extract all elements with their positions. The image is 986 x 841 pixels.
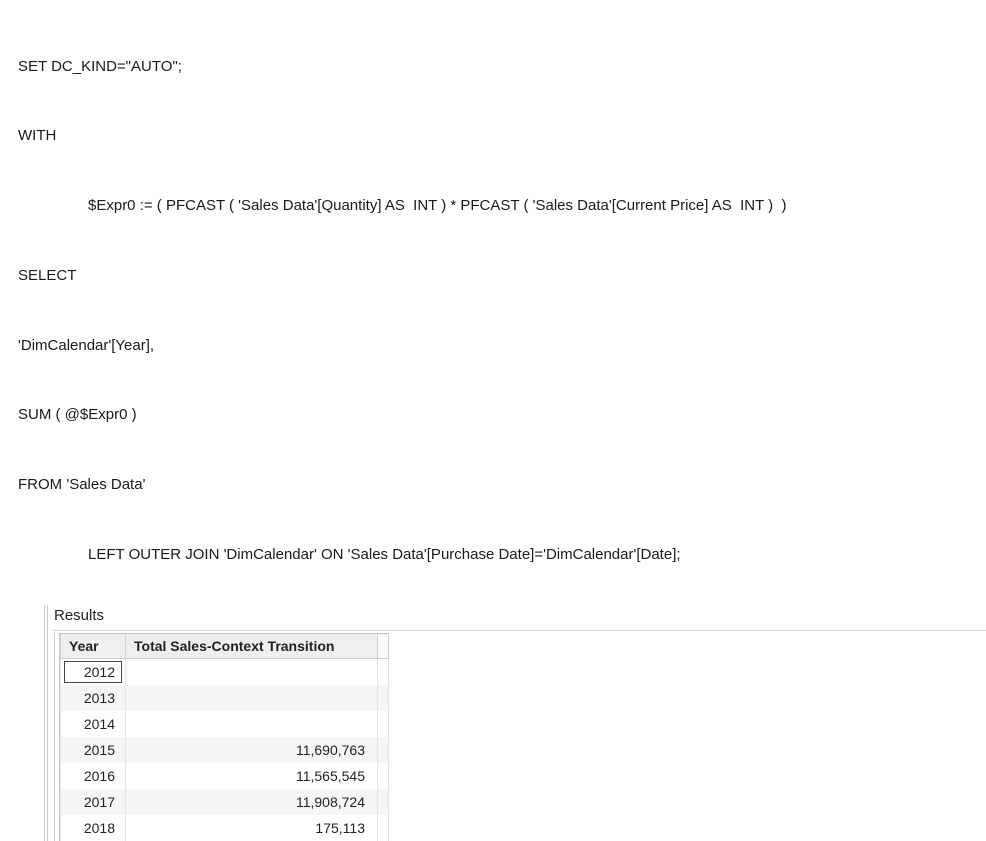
- code-line: WITH: [18, 124, 976, 147]
- cell-value[interactable]: 11,565,545: [126, 763, 378, 789]
- table-row[interactable]: 2014: [61, 711, 389, 737]
- code-line: SELECT: [18, 264, 976, 287]
- cell-year[interactable]: 2018: [61, 815, 126, 841]
- cell-value[interactable]: 175,113: [126, 815, 378, 841]
- results-table[interactable]: Year Total Sales-Context Transition 2012: [60, 633, 389, 841]
- cell-year[interactable]: 2015: [61, 737, 126, 763]
- cell-year[interactable]: 2012: [61, 659, 126, 686]
- cell-trail: [378, 763, 389, 789]
- cell-trail: [378, 815, 389, 841]
- code-line: SET DC_KIND="AUTO";: [18, 55, 976, 78]
- cell-trail: [378, 711, 389, 737]
- cell-trail: [378, 659, 389, 686]
- table-row[interactable]: 2016 11,565,545: [61, 763, 389, 789]
- cell-trail: [378, 789, 389, 815]
- cell-year[interactable]: 2013: [61, 685, 126, 711]
- cell-year[interactable]: 2017: [61, 789, 126, 815]
- cell-value[interactable]: [126, 685, 378, 711]
- code-line: LEFT OUTER JOIN 'DimCalendar' ON 'Sales …: [18, 543, 976, 566]
- table-row[interactable]: 2017 11,908,724: [61, 789, 389, 815]
- col-header-year[interactable]: Year: [61, 634, 126, 659]
- cell-trail: [378, 685, 389, 711]
- col-header-trail: [378, 634, 389, 659]
- code-line: SUM ( @$Expr0 ): [18, 403, 976, 426]
- cell-year[interactable]: 2016: [61, 763, 126, 789]
- table-row[interactable]: 2018 175,113: [61, 815, 389, 841]
- table-row[interactable]: 2012: [61, 659, 389, 686]
- cell-year[interactable]: 2014: [61, 711, 126, 737]
- cell-trail: [378, 737, 389, 763]
- cell-year-text: 2012: [84, 664, 115, 680]
- table-header-row: Year Total Sales-Context Transition: [61, 634, 389, 659]
- cell-value[interactable]: [126, 659, 378, 686]
- table-row[interactable]: 2015 11,690,763: [61, 737, 389, 763]
- col-header-value[interactable]: Total Sales-Context Transition: [126, 634, 378, 659]
- code-line: FROM 'Sales Data': [18, 473, 976, 496]
- cell-value[interactable]: 11,908,724: [126, 789, 378, 815]
- sql-code-block: SET DC_KIND="AUTO"; WITH $Expr0 := ( PFC…: [0, 0, 986, 599]
- cell-value[interactable]: 11,690,763: [126, 737, 378, 763]
- results-header: Results: [52, 605, 986, 631]
- code-line: 'DimCalendar'[Year],: [18, 334, 976, 357]
- cell-value[interactable]: [126, 711, 378, 737]
- results-panel: Results Year Total Sales-Context Transit…: [44, 605, 986, 841]
- code-line: $Expr0 := ( PFCAST ( 'Sales Data'[Quanti…: [18, 194, 976, 217]
- table-row[interactable]: 2013: [61, 685, 389, 711]
